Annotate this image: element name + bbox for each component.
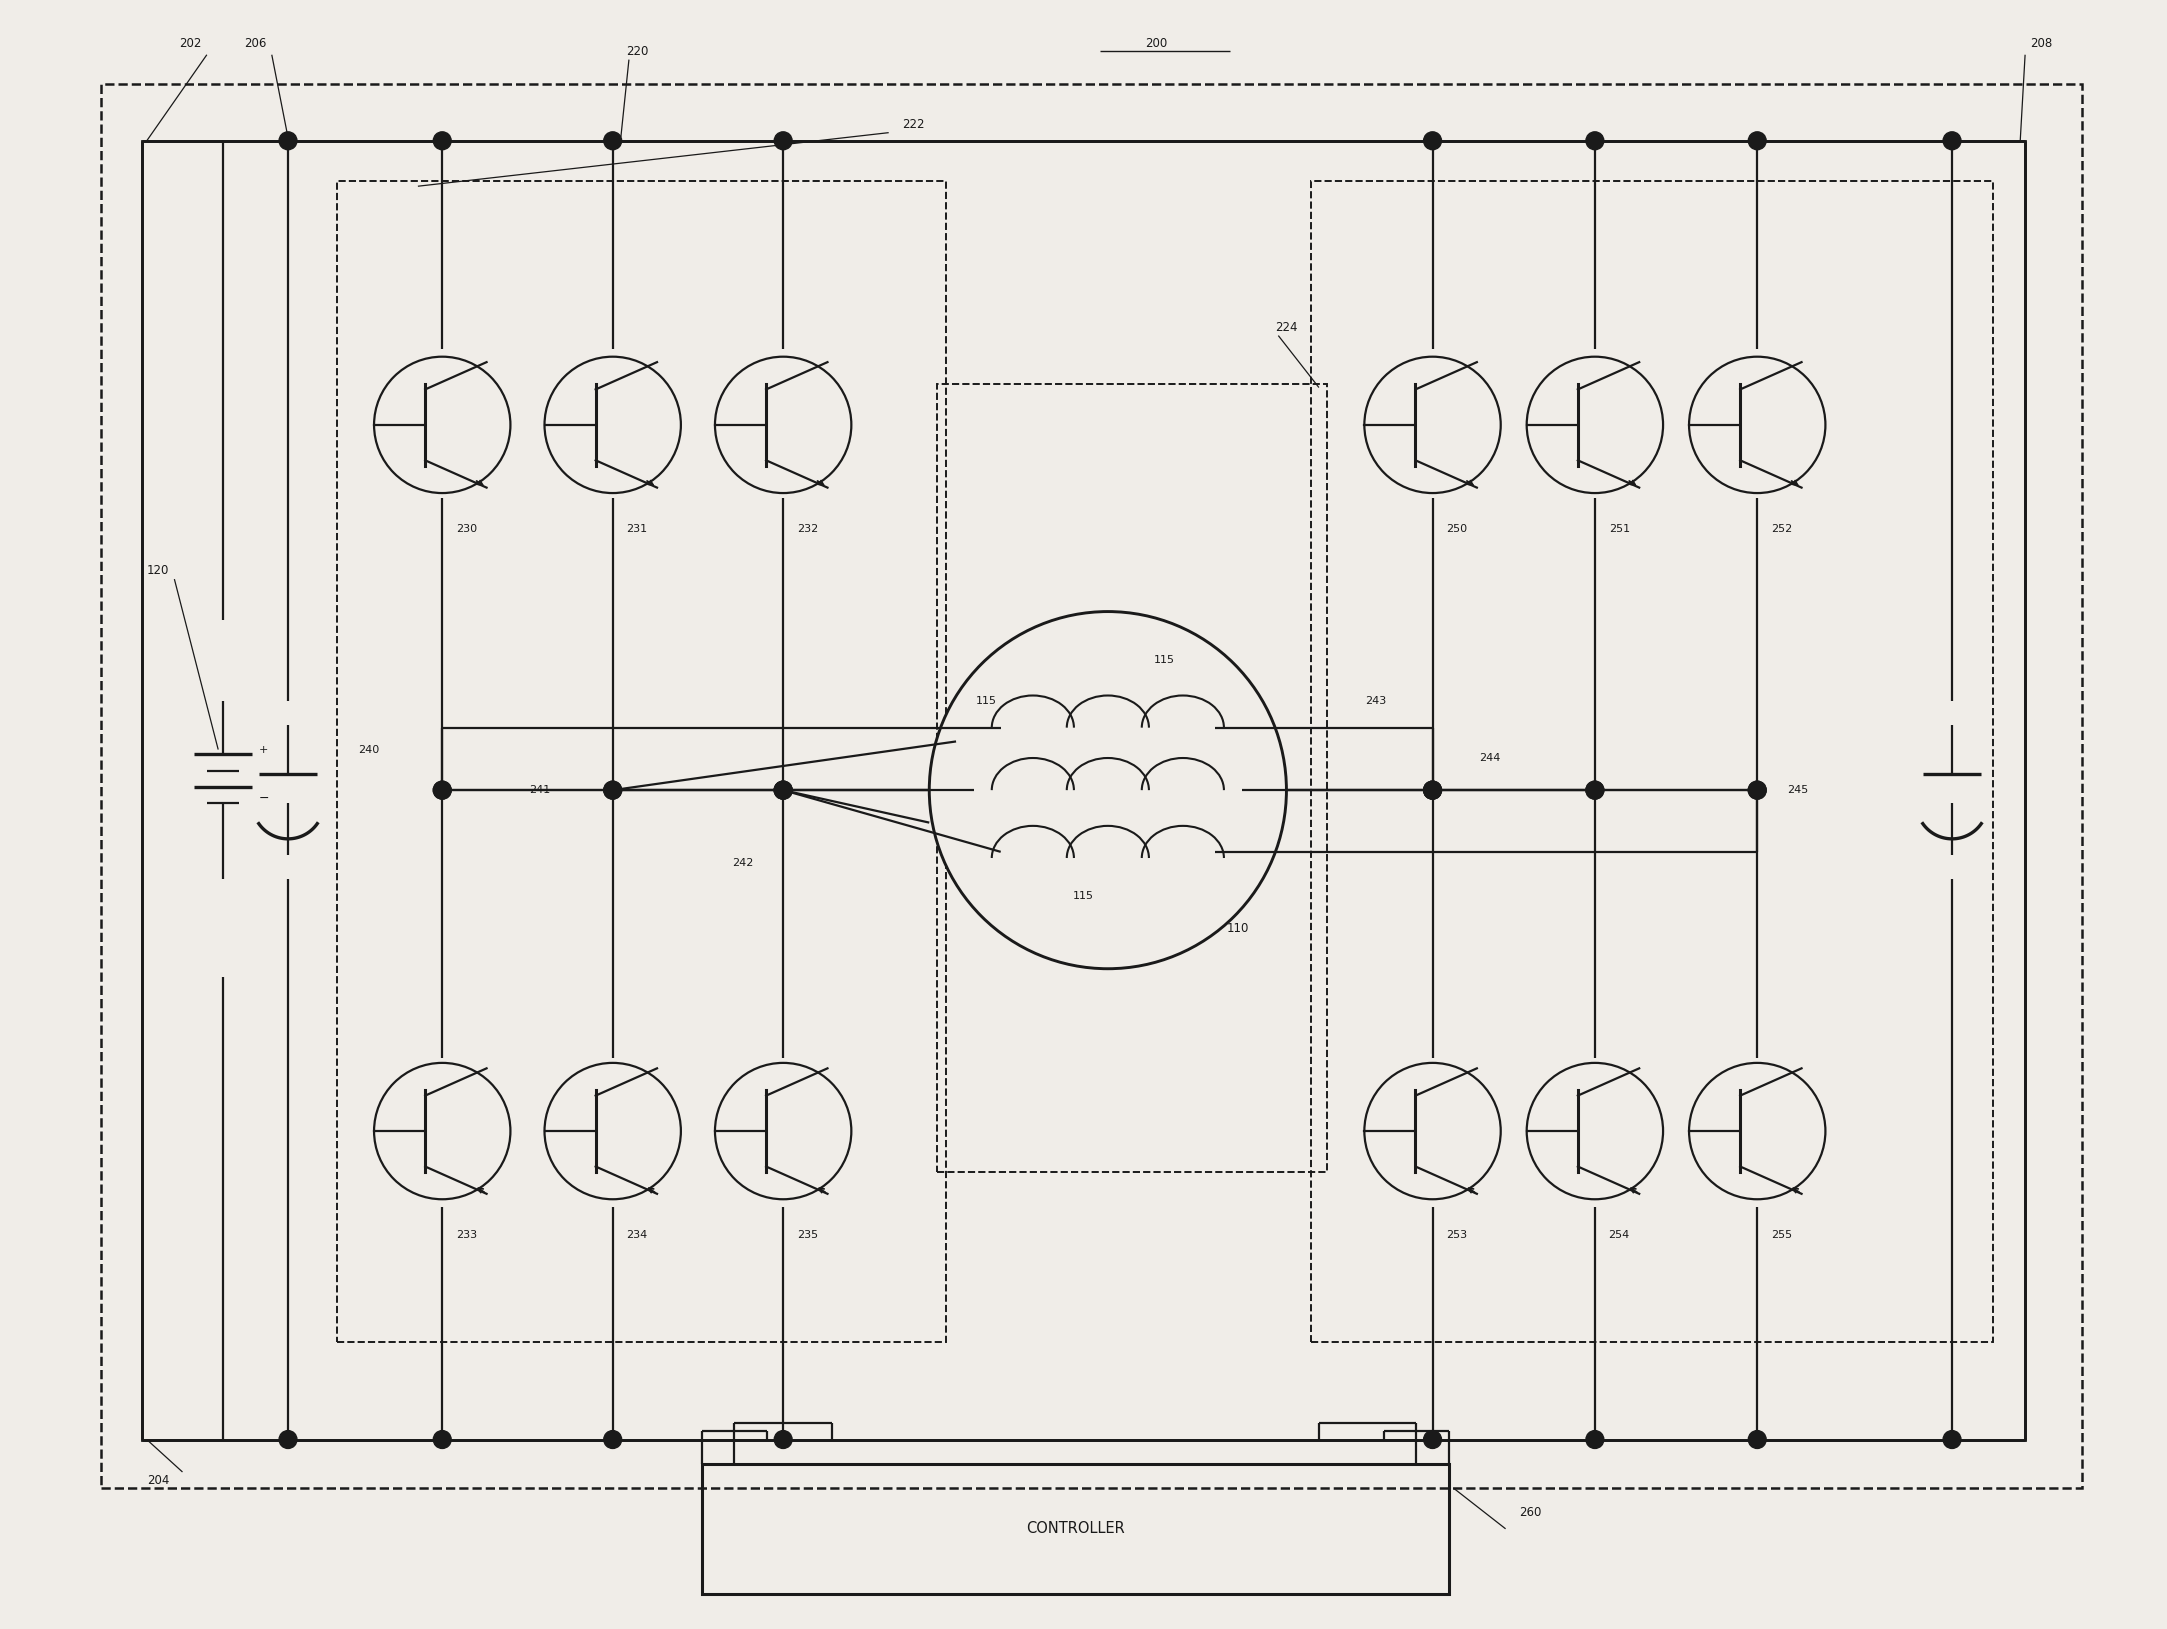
Circle shape [1586,782,1604,800]
Circle shape [280,132,297,150]
Text: 224: 224 [1274,321,1298,334]
Bar [1311,181,1994,1342]
Text: 260: 260 [1519,1507,1541,1520]
Circle shape [1586,782,1604,800]
Circle shape [774,1430,793,1448]
Text: 202: 202 [180,37,202,50]
Text: 253: 253 [1445,1230,1467,1240]
Circle shape [1749,782,1766,800]
Text: 245: 245 [1788,785,1809,795]
Text: 220: 220 [626,46,648,59]
Text: CONTROLLER: CONTROLLER [1025,1521,1125,1536]
Circle shape [605,782,622,800]
Circle shape [433,782,451,800]
Circle shape [1424,782,1441,800]
Text: 206: 206 [245,37,267,50]
Text: 115: 115 [1073,891,1094,901]
Text: 252: 252 [1770,525,1792,534]
Text: 115: 115 [975,696,997,705]
Circle shape [433,1430,451,1448]
Circle shape [1586,132,1604,150]
Circle shape [774,782,793,800]
Bar [702,1464,1450,1593]
Text: 200: 200 [1146,37,1168,50]
Text: 110: 110 [1227,922,1248,935]
Text: 231: 231 [626,525,648,534]
Circle shape [605,132,622,150]
Circle shape [605,782,622,800]
Text: 255: 255 [1770,1230,1792,1240]
Circle shape [1749,132,1766,150]
Text: 232: 232 [797,525,819,534]
Circle shape [930,611,1287,969]
Text: +: + [260,744,269,754]
Circle shape [774,782,793,800]
Bar [141,140,2026,1440]
Circle shape [605,1430,622,1448]
Text: 208: 208 [2030,37,2052,50]
Circle shape [1424,782,1441,800]
Circle shape [774,132,793,150]
Text: 250: 250 [1445,525,1467,534]
Text: −: − [258,792,269,805]
Circle shape [433,782,451,800]
Text: 115: 115 [1155,655,1175,665]
Text: 254: 254 [1608,1230,1630,1240]
Text: 251: 251 [1608,525,1630,534]
Circle shape [774,782,793,800]
Circle shape [1749,782,1766,800]
Circle shape [1586,1430,1604,1448]
Text: 242: 242 [732,858,754,868]
Circle shape [433,132,451,150]
Text: 235: 235 [797,1230,819,1240]
Circle shape [1749,1430,1766,1448]
Circle shape [1944,132,1961,150]
Bar [336,181,945,1342]
Text: 230: 230 [455,525,477,534]
Text: 244: 244 [1478,753,1500,762]
Text: 241: 241 [529,785,550,795]
Bar [102,85,2082,1489]
Text: 120: 120 [147,565,169,578]
Text: 234: 234 [626,1230,648,1240]
Text: 240: 240 [358,744,379,754]
Circle shape [1424,782,1441,800]
Text: 233: 233 [455,1230,477,1240]
Circle shape [1424,1430,1441,1448]
Bar [938,384,1326,1171]
Circle shape [280,1430,297,1448]
Circle shape [1944,1430,1961,1448]
Text: 204: 204 [147,1474,169,1487]
Text: 222: 222 [901,117,925,130]
Text: 243: 243 [1365,696,1387,705]
Circle shape [1424,132,1441,150]
